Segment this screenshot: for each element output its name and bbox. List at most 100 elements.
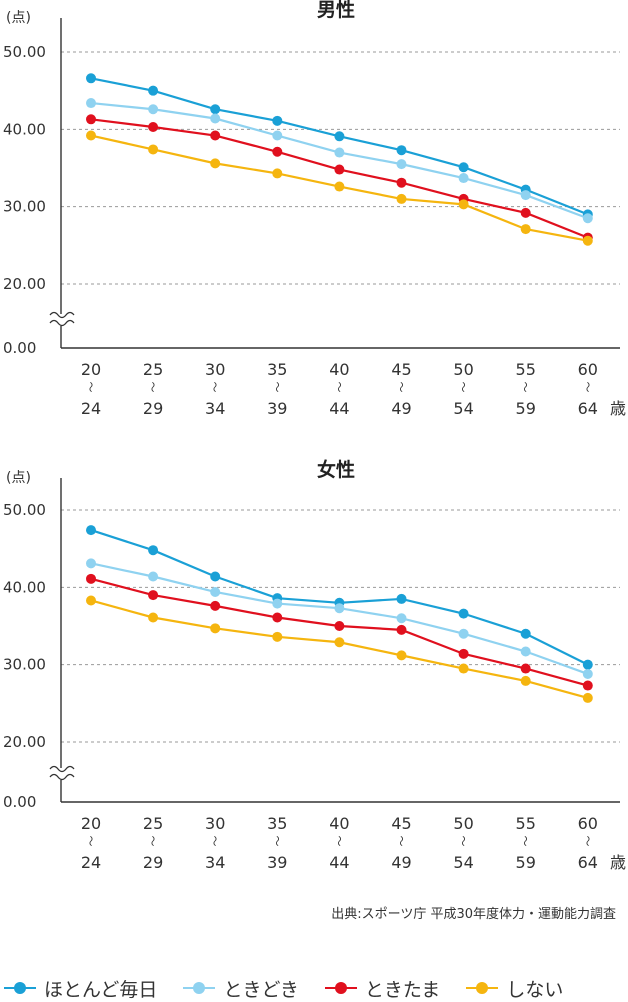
x-tick-label-bottom: 54: [453, 853, 473, 872]
data-point-hotondo_mainichi: [210, 104, 221, 115]
x-tick-label-bottom: 34: [205, 399, 225, 418]
data-point-hotondo_mainichi: [148, 85, 159, 96]
data-point-tokidoki: [582, 668, 593, 679]
series-line-tokidoki: [90, 101, 589, 220]
data-point-hotondo_mainichi: [86, 525, 96, 536]
x-tick-label-separator: 〜: [332, 382, 345, 393]
x-tick-label-bottom: 59: [516, 399, 536, 418]
x-tick-label-bottom: 24: [81, 853, 101, 872]
x-tick-label-bottom: 39: [267, 853, 287, 872]
legend-item-tokidoki: ときどき: [183, 975, 299, 1002]
axis-break-mark: [49, 319, 75, 327]
data-point-shinai: [86, 595, 96, 606]
data-point-tokidoki: [334, 147, 345, 158]
data-point-tokitama: [582, 680, 593, 691]
x-tick-label-separator: 〜: [270, 836, 283, 847]
data-point-tokitama: [272, 146, 283, 157]
data-point-tokitama: [148, 122, 159, 133]
y-tick-label: 20.00: [3, 733, 46, 751]
x-tick-label-top: 60: [578, 360, 598, 379]
x-tick-label-separator: 〜: [208, 382, 221, 393]
x-tick-label-top: 25: [143, 814, 163, 833]
x-tick-label-top: 45: [391, 814, 411, 833]
data-point-shinai: [396, 193, 407, 204]
data-point-shinai: [458, 663, 469, 674]
data-point-hotondo_mainichi: [210, 571, 221, 582]
data-point-hotondo_mainichi: [520, 628, 531, 639]
data-point-shinai: [272, 168, 283, 179]
x-tick-label-top: 30: [205, 814, 225, 833]
y-tick-label: 40.00: [3, 578, 46, 596]
data-point-tokidoki: [396, 613, 407, 624]
data-point-tokitama: [210, 600, 221, 611]
x-tick-label-bottom: 24: [81, 399, 101, 418]
data-point-hotondo_mainichi: [458, 162, 469, 173]
y-tick-label: 40.00: [3, 120, 46, 138]
data-point-tokidoki: [396, 159, 407, 170]
x-tick-label-separator: 〜: [519, 836, 532, 847]
data-point-tokidoki: [86, 98, 96, 109]
x-tick-label-separator: 〜: [270, 382, 283, 393]
x-unit-label: 歳: [610, 853, 626, 872]
data-point-shinai: [210, 158, 221, 169]
y-unit-label: (点): [6, 10, 31, 26]
data-point-tokidoki: [148, 571, 159, 582]
x-tick-label-top: 20: [81, 814, 101, 833]
x-tick-label-separator: 〜: [208, 836, 221, 847]
data-point-shinai: [396, 650, 407, 661]
data-point-tokitama: [210, 130, 221, 141]
data-point-hotondo_mainichi: [582, 659, 593, 670]
data-point-tokitama: [86, 114, 96, 125]
legend: ほとんど毎日 ときどき ときたま しない: [0, 975, 628, 1002]
x-tick-label-bottom: 34: [205, 853, 225, 872]
data-point-tokidoki: [210, 586, 221, 597]
legend-item-tokitama: ときたま: [324, 975, 441, 1002]
x-tick-label-bottom: 49: [391, 399, 411, 418]
x-tick-label-bottom: 64: [578, 399, 598, 418]
data-point-shinai: [334, 181, 345, 192]
x-tick-label-separator: 〜: [581, 836, 594, 847]
x-tick-label-bottom: 44: [329, 399, 349, 418]
x-tick-label-top: 40: [329, 360, 349, 379]
data-point-tokidoki: [520, 190, 531, 201]
x-tick-label-top: 20: [81, 360, 101, 379]
source-note: 出典:スポーツ庁 平成30年度体力・運動能力調査: [331, 907, 616, 922]
x-tick-label-top: 45: [391, 360, 411, 379]
data-point-tokitama: [396, 624, 407, 635]
legend-marker-tokidoki: [183, 981, 216, 995]
data-point-hotondo_mainichi: [148, 545, 159, 556]
data-point-tokitama: [520, 207, 531, 218]
legend-label-hotondo-mainichi: ほとんど毎日: [44, 978, 158, 1001]
data-point-hotondo_mainichi: [272, 115, 283, 126]
data-point-tokidoki: [86, 558, 96, 569]
data-point-shinai: [582, 692, 593, 703]
data-point-shinai: [582, 235, 593, 246]
chart-panel-2: 女性 (点) 0.00 20.00 30.00 40.00 50.00 20 〜 24 25 〜 29 3…: [3, 458, 626, 872]
data-point-tokidoki: [148, 104, 159, 115]
x-tick-label-separator: 〜: [395, 382, 408, 393]
x-tick-label-separator: 〜: [146, 836, 159, 847]
data-point-tokidoki: [272, 130, 283, 141]
legend-label-tokitama: ときたま: [364, 978, 441, 1001]
chart-title: 男性: [317, 0, 355, 21]
x-tick-label-bottom: 54: [453, 399, 473, 418]
y-tick-label: 50.00: [3, 43, 46, 61]
data-point-shinai: [520, 224, 531, 235]
x-tick-label-top: 55: [516, 814, 536, 833]
data-point-shinai: [148, 612, 159, 623]
x-tick-label-separator: 〜: [457, 836, 470, 847]
y-tick-label: 30.00: [3, 656, 46, 674]
x-tick-label-top: 30: [205, 360, 225, 379]
x-tick-label-bottom: 49: [391, 853, 411, 872]
legend-label-tokidoki: ときどき: [223, 978, 299, 1001]
data-point-tokidoki: [272, 598, 283, 609]
x-tick-label-top: 40: [329, 814, 349, 833]
legend-label-shinai: しない: [506, 978, 564, 1001]
x-tick-label-separator: 〜: [332, 836, 345, 847]
data-point-hotondo_mainichi: [458, 608, 469, 619]
y-tick-label: 50.00: [3, 501, 46, 519]
x-tick-label-separator: 〜: [84, 382, 97, 393]
data-point-shinai: [272, 631, 283, 642]
x-tick-label-top: 35: [267, 360, 287, 379]
legend-marker-tokitama: [324, 981, 357, 995]
